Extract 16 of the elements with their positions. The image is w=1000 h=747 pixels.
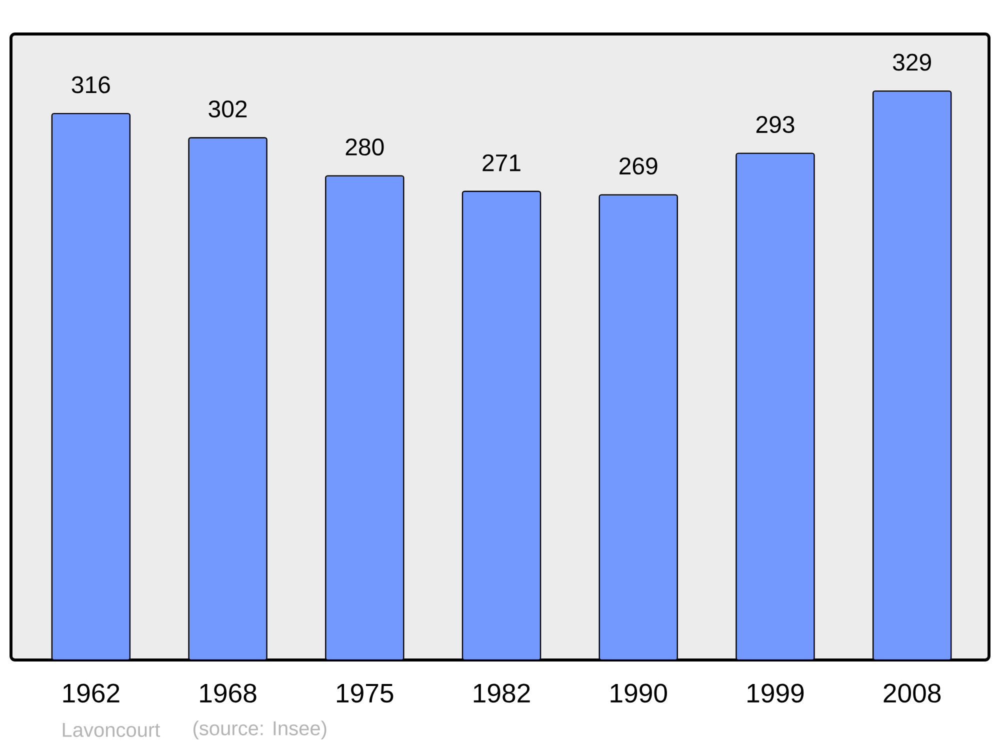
x-tick-label: 1982 (474, 684, 530, 703)
x-tick-label: 1999 (748, 684, 804, 703)
data-label: 271 (482, 154, 520, 172)
x-tick-label: 1968 (200, 684, 256, 703)
data-label: 329 (892, 54, 931, 71)
text: (source: Insee) (194, 720, 326, 740)
data-label: 280 (346, 138, 384, 156)
text: Lavoncourt (62, 723, 160, 737)
data-label: 316 (72, 76, 110, 94)
data-label: 302 (208, 100, 247, 118)
x-tick-label: 1990 (610, 684, 667, 703)
x-tick-label: 1975 (337, 684, 394, 703)
x-tick-label: 2008 (884, 684, 941, 703)
data-label: 269 (620, 158, 658, 175)
data-label: 293 (756, 116, 794, 134)
x-tick-label: 1962 (63, 684, 120, 703)
